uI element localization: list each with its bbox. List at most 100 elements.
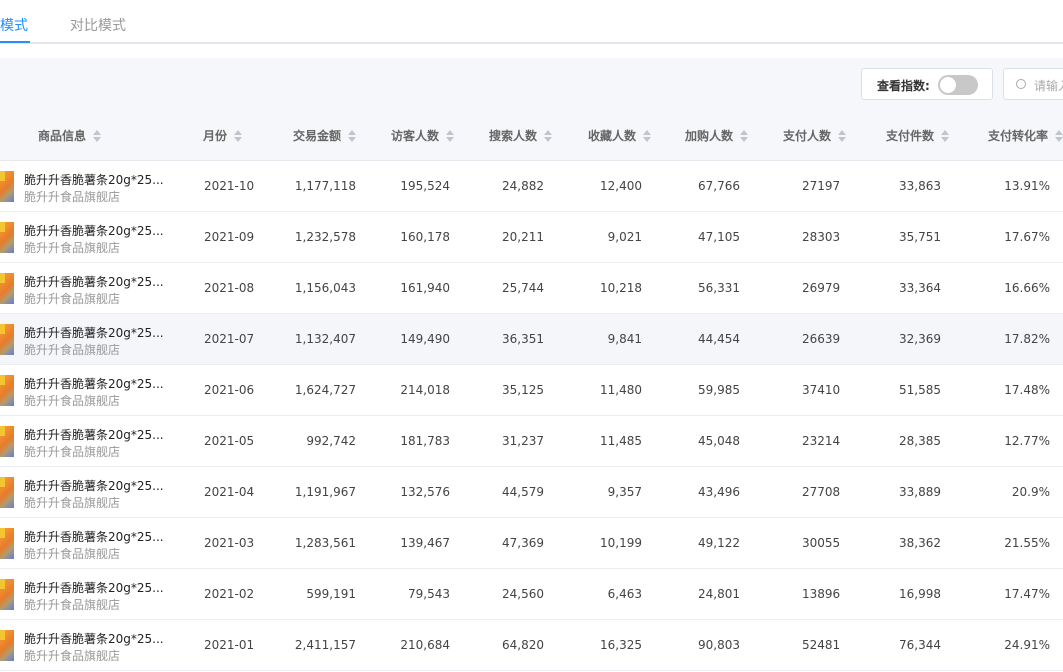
sort-icon[interactable] xyxy=(348,130,357,142)
product-name[interactable]: 脆升升香脆薯条20g*25... xyxy=(24,530,164,544)
product-name[interactable]: 脆升升香脆薯条20g*25... xyxy=(24,428,164,442)
column-label: 支付转化率 xyxy=(988,129,1049,143)
sort-icon[interactable] xyxy=(740,130,749,142)
cell-month: 2021-04 xyxy=(204,485,255,499)
column-header-payers[interactable]: 支付人数 xyxy=(783,127,847,144)
column-header-items[interactable]: 支付件数 xyxy=(886,127,950,144)
column-header-conversion-rate[interactable]: 支付转化率 xyxy=(988,127,1063,144)
table-row[interactable]: 脆升升香脆薯条20g*25... 脆升升食品旗舰店 2021-06 1,624,727… xyxy=(0,365,1063,416)
tab-single-mode[interactable]: 模式 xyxy=(0,18,28,34)
cell-items: 33,889 xyxy=(899,485,941,499)
table-row[interactable]: 脆升升香脆薯条20g*25... 脆升升食品旗舰店 2021-03 1,283,561… xyxy=(0,518,1063,569)
cell-month: 2021-09 xyxy=(204,230,255,244)
table-row[interactable]: 脆升升香脆薯条20g*25... 脆升升食品旗舰店 2021-10 1,177,118… xyxy=(0,161,1063,212)
cell-amount: 1,232,578 xyxy=(294,230,356,244)
cell-rate: 24.91% xyxy=(1004,638,1050,652)
cell-fav: 10,218 xyxy=(600,281,642,295)
product-thumbnail[interactable] xyxy=(0,375,14,406)
cell-visitors: 79,543 xyxy=(408,587,450,601)
product-thumbnail[interactable] xyxy=(0,171,14,202)
cell-payers: 23214 xyxy=(802,434,841,448)
product-thumbnail[interactable] xyxy=(0,426,14,457)
product-name[interactable]: 脆升升香脆薯条20g*25... xyxy=(24,479,164,493)
cell-fav: 12,400 xyxy=(600,179,642,193)
table-row[interactable]: 脆升升香脆薯条20g*25... 脆升升食品旗舰店 2021-07 1,132,407… xyxy=(0,314,1063,365)
active-tab-indicator xyxy=(0,41,30,43)
cell-month: 2021-10 xyxy=(204,179,255,193)
cell-items: 76,344 xyxy=(899,638,941,652)
cell-search: 35,125 xyxy=(502,383,544,397)
product-name[interactable]: 脆升升香脆薯条20g*25... xyxy=(24,581,164,595)
sort-icon[interactable] xyxy=(93,130,102,142)
product-thumbnail[interactable] xyxy=(0,528,14,559)
table-row[interactable]: 脆升升香脆薯条20g*25... 脆升升食品旗舰店 2021-09 1,232,578… xyxy=(0,212,1063,263)
cell-rate: 17.47% xyxy=(1004,587,1050,601)
search-input[interactable]: 请输入 xyxy=(1003,68,1063,100)
product-name[interactable]: 脆升升香脆薯条20g*25... xyxy=(24,377,164,391)
shop-name: 脆升升食品旗舰店 xyxy=(24,598,121,612)
shop-name: 脆升升食品旗舰店 xyxy=(24,241,121,255)
table-row[interactable]: 脆升升香脆薯条20g*25... 脆升升食品旗舰店 2021-01 2,411,157… xyxy=(0,620,1063,671)
table-row[interactable]: 脆升升香脆薯条20g*25... 脆升升食品旗舰店 2021-05 992,742 18… xyxy=(0,416,1063,467)
shop-name: 脆升升食品旗舰店 xyxy=(24,496,121,510)
cell-payers: 30055 xyxy=(802,536,841,550)
cell-items: 33,863 xyxy=(899,179,941,193)
rank-badge xyxy=(0,273,5,283)
product-name[interactable]: 脆升升香脆薯条20g*25... xyxy=(24,224,164,238)
cell-cart: 59,985 xyxy=(698,383,740,397)
column-label: 商品信息 xyxy=(38,129,87,143)
sort-icon[interactable] xyxy=(838,130,847,142)
cell-payers: 27708 xyxy=(802,485,841,499)
product-name[interactable]: 脆升升香脆薯条20g*25... xyxy=(24,326,164,340)
tab-compare-mode[interactable]: 对比模式 xyxy=(70,18,126,34)
cell-rate: 12.77% xyxy=(1004,434,1050,448)
product-name[interactable]: 脆升升香脆薯条20g*25... xyxy=(24,275,164,289)
column-header-amount[interactable]: 交易金额 xyxy=(293,127,357,144)
column-header-visitors[interactable]: 访客人数 xyxy=(391,127,455,144)
cell-amount: 1,624,727 xyxy=(294,383,356,397)
column-header-favorites[interactable]: 收藏人数 xyxy=(588,127,652,144)
column-header-product-info[interactable]: 商品信息 xyxy=(38,127,102,144)
column-label: 访客人数 xyxy=(391,129,440,143)
cell-items: 51,585 xyxy=(899,383,941,397)
product-thumbnail[interactable] xyxy=(0,222,14,253)
cell-search: 64,820 xyxy=(502,638,544,652)
cell-payers: 26639 xyxy=(802,332,841,346)
view-index-control[interactable]: 查看指数: xyxy=(861,68,993,100)
table-row[interactable]: 脆升升香脆薯条20g*25... 脆升升食品旗舰店 2021-08 1,156,043… xyxy=(0,263,1063,314)
table-row[interactable]: 脆升升香脆薯条20g*25... 脆升升食品旗舰店 2021-02 599,191 79… xyxy=(0,569,1063,620)
cell-search: 25,744 xyxy=(502,281,544,295)
product-thumbnail[interactable] xyxy=(0,477,14,508)
product-thumbnail[interactable] xyxy=(0,273,14,304)
table-row[interactable]: 脆升升香脆薯条20g*25... 脆升升食品旗舰店 2021-04 1,191,967… xyxy=(0,467,1063,518)
cell-fav: 16,325 xyxy=(600,638,642,652)
cell-fav: 11,485 xyxy=(600,434,642,448)
product-name[interactable]: 脆升升香脆薯条20g*25... xyxy=(24,632,164,646)
sort-icon[interactable] xyxy=(941,130,950,142)
cell-rate: 20.9% xyxy=(1011,485,1050,499)
sort-icon[interactable] xyxy=(234,130,243,142)
cell-visitors: 195,524 xyxy=(400,179,450,193)
sort-icon[interactable] xyxy=(446,130,455,142)
cell-cart: 49,122 xyxy=(698,536,740,550)
shop-name: 脆升升食品旗舰店 xyxy=(24,292,121,306)
column-header-search[interactable]: 搜索人数 xyxy=(489,127,553,144)
product-thumbnail[interactable] xyxy=(0,579,14,610)
product-name[interactable]: 脆升升香脆薯条20g*25... xyxy=(24,173,164,187)
view-index-toggle[interactable] xyxy=(938,75,978,95)
product-thumbnail[interactable] xyxy=(0,324,14,355)
sort-icon[interactable] xyxy=(1055,130,1063,142)
cell-month: 2021-05 xyxy=(204,434,255,448)
column-header-month[interactable]: 月份 xyxy=(203,127,243,144)
rank-badge xyxy=(0,579,5,589)
product-thumbnail[interactable] xyxy=(0,630,14,661)
cell-items: 35,751 xyxy=(899,230,941,244)
search-placeholder: 请输入 xyxy=(1034,79,1063,93)
cell-search: 44,579 xyxy=(502,485,544,499)
cell-items: 33,364 xyxy=(899,281,941,295)
sort-icon[interactable] xyxy=(544,130,553,142)
column-header-cart[interactable]: 加购人数 xyxy=(685,127,749,144)
sort-icon[interactable] xyxy=(643,130,652,142)
cell-visitors: 210,684 xyxy=(400,638,450,652)
cell-amount: 2,411,157 xyxy=(294,638,356,652)
